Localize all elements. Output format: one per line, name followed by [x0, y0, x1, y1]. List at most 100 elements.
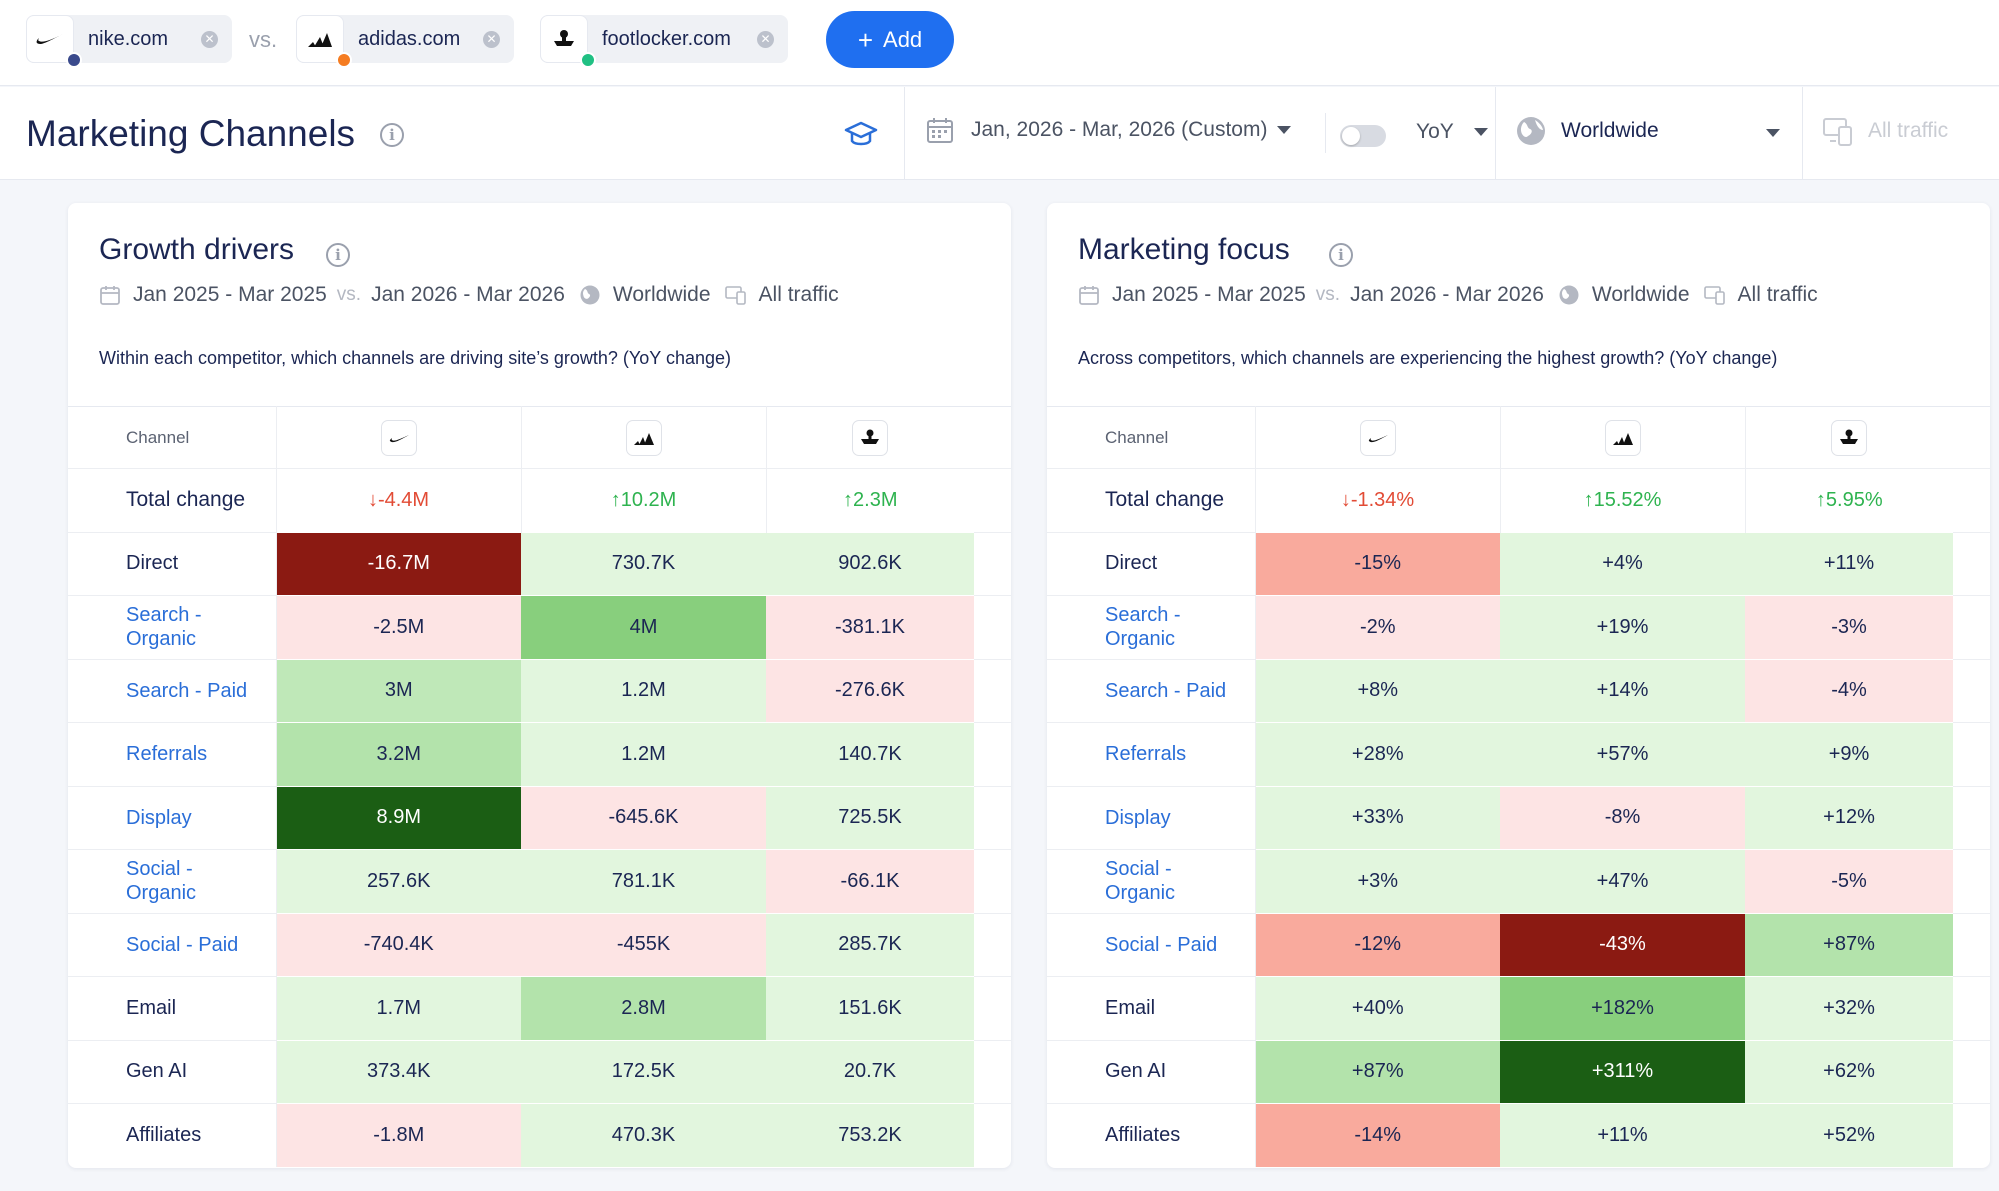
vs-label: vs.: [249, 27, 278, 52]
heatmap-cell: 902.6K: [766, 531, 974, 596]
heatmap-cell: -381.1K: [766, 595, 974, 659]
heatmap-cell: +87%: [1745, 912, 1953, 977]
heatmap-cell: 140.7K: [766, 722, 974, 786]
period-b: Jan 2026 - Mar 2026: [1350, 283, 1544, 306]
heatmap-cell: -4%: [1745, 658, 1953, 723]
heatmap-cell: +14%: [1500, 658, 1745, 723]
nike-column-header: [1255, 406, 1501, 469]
channel-link[interactable]: Social - Paid: [1047, 912, 1256, 977]
heatmap-cell: +57%: [1500, 722, 1745, 786]
channel-link[interactable]: Social - Paid: [68, 912, 277, 977]
card-title: Marketing focus: [1078, 233, 1290, 266]
info-icon[interactable]: i: [380, 123, 404, 147]
heatmap-cell: +32%: [1745, 976, 1953, 1040]
header-divider: [1325, 113, 1326, 153]
table-pad: [974, 468, 1011, 532]
academy-icon[interactable]: [843, 117, 879, 153]
devices-icon: [724, 286, 746, 305]
chevron-down-icon: [1473, 128, 1488, 136]
globe-icon: [1559, 285, 1579, 305]
growth-drivers-table: Channel Total change ↓-4.4M ↑10.2M ↑2.3M…: [68, 406, 1011, 1167]
total-change-value: ↓-1.34%: [1255, 468, 1501, 532]
heatmap-cell: -2%: [1255, 595, 1500, 659]
channel-link[interactable]: Search - Organic: [1047, 595, 1256, 659]
vs-label: vs.: [1315, 284, 1341, 305]
channel-link[interactable]: Social - Organic: [68, 849, 277, 913]
remove-site-icon[interactable]: ✕: [201, 31, 218, 48]
total-change-value: ↑2.3M: [766, 468, 974, 532]
card-question: Within each competitor, which channels a…: [99, 348, 732, 368]
info-icon[interactable]: i: [326, 243, 350, 267]
heatmap-cell: 1.7M: [276, 976, 521, 1040]
remove-site-icon[interactable]: ✕: [757, 31, 774, 48]
table-pad: [974, 912, 1011, 977]
header-divider: [1495, 87, 1496, 179]
channel-link[interactable]: Social - Organic: [1047, 849, 1256, 913]
heatmap-cell: 730.7K: [521, 531, 766, 596]
site-chip-footlocker[interactable]: footlocker.com ✕: [540, 15, 788, 68]
info-icon[interactable]: i: [1329, 243, 1353, 267]
heatmap-cell: 1.2M: [521, 658, 766, 723]
site-color-dot: [66, 52, 82, 68]
compare-toggle[interactable]: [1340, 125, 1386, 147]
heatmap-cell: -16.7M: [276, 531, 521, 596]
table-pad: [1953, 658, 1990, 723]
heatmap-cell: -43%: [1500, 912, 1745, 977]
heatmap-cell: -740.4K: [276, 912, 521, 977]
heatmap-cell: +3%: [1255, 849, 1500, 913]
heatmap-cell: 151.6K: [766, 976, 974, 1040]
heatmap-cell: +40%: [1255, 976, 1500, 1040]
channel-link[interactable]: Display: [1047, 785, 1256, 850]
heatmap-cell: 20.7K: [766, 1039, 974, 1104]
remove-site-icon[interactable]: ✕: [483, 31, 500, 48]
add-competitor-button[interactable]: + Add: [826, 11, 954, 68]
heatmap-cell: -12%: [1255, 912, 1500, 977]
heatmap-cell: +11%: [1500, 1103, 1745, 1167]
table-pad: [1953, 531, 1990, 596]
date-range-picker[interactable]: Jan, 2026 - Mar, 2026 (Custom): [925, 115, 1292, 145]
table-pad: [1953, 849, 1990, 913]
table-pad: [974, 595, 1011, 659]
site-chip-adidas[interactable]: adidas.com ✕: [296, 15, 514, 68]
channel-link[interactable]: Search - Paid: [68, 658, 277, 723]
total-change-value: ↑10.2M: [521, 468, 767, 532]
card-filters: Jan 2025 - Mar 2025 vs. Jan 2026 - Mar 2…: [1078, 283, 1818, 307]
table-row: Social - Organic +3% +47% -5%: [1047, 849, 1990, 913]
table-row: Gen AI 373.4K 172.5K 20.7K: [68, 1039, 1011, 1104]
table-row: Display 8.9M -645.6K 725.5K: [68, 785, 1011, 850]
date-range-label: Jan, 2026 - Mar, 2026 (Custom): [971, 118, 1268, 141]
table-row: Display +33% -8% +12%: [1047, 785, 1990, 850]
heatmap-cell: +9%: [1745, 722, 1953, 786]
channel-label: Email: [68, 976, 277, 1040]
table-pad: [974, 976, 1011, 1040]
globe-icon: [1517, 117, 1545, 145]
table-row: Email 1.7M 2.8M 151.6K: [68, 976, 1011, 1040]
table-pad: [974, 1103, 1011, 1167]
adidas-column-header: [1500, 406, 1746, 469]
traffic-select[interactable]: All traffic: [1822, 115, 1948, 147]
table-row: Affiliates -1.8M 470.3K 753.2K: [68, 1103, 1011, 1167]
channel-link[interactable]: Display: [68, 785, 277, 850]
channel-link[interactable]: Referrals: [1047, 722, 1256, 786]
channel-label: Direct: [68, 531, 277, 596]
adidas-logo-icon: [296, 15, 352, 68]
calendar-icon: [100, 286, 120, 305]
heatmap-cell: -645.6K: [521, 785, 766, 850]
adidas-logo-icon: [625, 419, 662, 456]
vs-label: vs.: [336, 284, 362, 305]
table-row: Search - Paid 3M 1.2M -276.6K: [68, 658, 1011, 723]
traffic: All traffic: [758, 283, 839, 306]
traffic: All traffic: [1737, 283, 1818, 306]
channel-link[interactable]: Referrals: [68, 722, 277, 786]
globe-icon: [580, 285, 600, 305]
country-select[interactable]: Worldwide: [1515, 115, 1780, 147]
add-button-label: Add: [883, 26, 923, 52]
table-pad: [974, 658, 1011, 723]
comparison-select[interactable]: YoY: [1416, 120, 1488, 144]
period-a: Jan 2025 - Mar 2025: [133, 283, 327, 306]
site-chip-nike[interactable]: nike.com ✕: [26, 15, 232, 68]
footlocker-logo-icon: [852, 419, 889, 456]
table-pad: [974, 531, 1011, 596]
channel-link[interactable]: Search - Paid: [1047, 658, 1256, 723]
channel-link[interactable]: Search - Organic: [68, 595, 277, 659]
